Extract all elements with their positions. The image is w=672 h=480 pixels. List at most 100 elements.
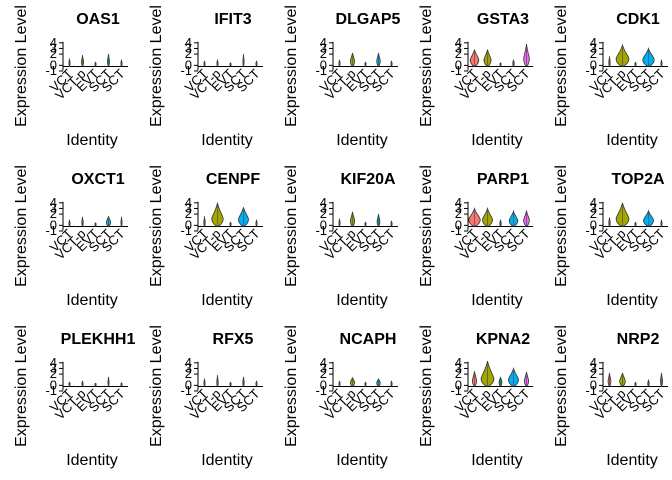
y-tick-label: -1 [450, 383, 462, 398]
x-axis-label: Identity [471, 132, 523, 149]
y-tick-label: 4 [320, 195, 327, 210]
y-tick-label: 4 [455, 195, 462, 210]
y-tick-label: -1 [315, 383, 327, 398]
y-tick-label: 4 [50, 35, 57, 50]
y-tick-label: 2 [185, 46, 192, 61]
y-tick-label: 2 [320, 366, 327, 381]
y-tick-label: 4 [185, 195, 192, 210]
panel-title: OXCT1 [71, 171, 124, 188]
y-tick-label: 4 [320, 35, 327, 50]
y-tick-label: 0 [185, 217, 192, 232]
y-tick-label: 4 [590, 195, 597, 210]
y-tick-label: -1 [45, 63, 57, 78]
y-axis-label: Expression Level [553, 165, 570, 287]
x-axis-label: Identity [606, 292, 658, 309]
y-tick-label: 3 [320, 200, 327, 215]
y-axis-label: Expression Level [13, 5, 30, 127]
y-tick-label: 3 [455, 40, 462, 55]
y-tick-label: 3 [455, 360, 462, 375]
y-tick-label: 3 [50, 40, 57, 55]
y-tick-label: -1 [180, 383, 192, 398]
y-tick-label: 3 [320, 360, 327, 375]
panel-title: KIF20A [340, 171, 396, 188]
y-tick-label: 2 [455, 46, 462, 61]
y-tick-label: 0 [320, 57, 327, 72]
y-tick-label: 0 [455, 377, 462, 392]
y-tick-label: -1 [450, 63, 462, 78]
y-tick-label: 4 [50, 355, 57, 370]
x-axis-label: Identity [336, 132, 388, 149]
y-tick-label: -1 [585, 63, 597, 78]
y-tick-label: 2 [50, 366, 57, 381]
y-tick-label: 0 [185, 57, 192, 72]
x-axis-label: Identity [336, 292, 388, 309]
x-axis-label: Identity [201, 132, 253, 149]
x-axis-label: Identity [66, 292, 118, 309]
y-tick-label: 2 [320, 206, 327, 221]
y-tick-label: 0 [590, 217, 597, 232]
y-tick-label: 2 [320, 46, 327, 61]
x-axis-label: Identity [336, 452, 388, 469]
y-tick-label: 2 [455, 366, 462, 381]
y-axis-label: Expression Level [13, 325, 30, 447]
y-tick-label: 3 [455, 200, 462, 215]
y-tick-label: 0 [590, 57, 597, 72]
y-tick-label: 2 [50, 206, 57, 221]
panel-title: NRP2 [617, 331, 660, 348]
y-tick-label: 3 [590, 360, 597, 375]
y-tick-label: 4 [50, 195, 57, 210]
x-axis-label: Identity [66, 452, 118, 469]
x-axis-label: Identity [606, 132, 658, 149]
y-tick-label: -1 [180, 63, 192, 78]
panel-title: OAS1 [76, 11, 120, 28]
y-tick-label: 0 [320, 217, 327, 232]
y-tick-label: 4 [455, 35, 462, 50]
panel-title: CENPF [206, 171, 260, 188]
panel-title: NCAPH [340, 331, 397, 348]
x-axis-label: Identity [66, 132, 118, 149]
panel-title: KPNA2 [476, 331, 530, 348]
panel-title: IFIT3 [214, 11, 251, 28]
y-tick-label: 2 [185, 366, 192, 381]
panel-title: TOP2A [611, 171, 665, 188]
y-axis-label: Expression Level [13, 165, 30, 287]
y-axis-label: Expression Level [148, 5, 165, 127]
y-axis-label: Expression Level [418, 165, 435, 287]
y-tick-label: -1 [315, 223, 327, 238]
y-tick-label: 2 [50, 46, 57, 61]
y-tick-label: -1 [45, 383, 57, 398]
y-tick-label: -1 [45, 223, 57, 238]
y-tick-label: 0 [590, 377, 597, 392]
y-tick-label: 3 [50, 200, 57, 215]
y-tick-label: 2 [590, 366, 597, 381]
y-tick-label: 3 [320, 40, 327, 55]
y-axis-label: Expression Level [283, 165, 300, 287]
panel-title: CDK1 [616, 11, 660, 28]
y-tick-label: 0 [455, 57, 462, 72]
y-tick-label: 2 [590, 206, 597, 221]
panel-title: RFX5 [213, 331, 254, 348]
y-tick-label: 3 [185, 200, 192, 215]
x-axis-label: Identity [201, 292, 253, 309]
y-tick-label: 3 [185, 360, 192, 375]
y-tick-label: 2 [590, 46, 597, 61]
y-tick-label: 4 [185, 35, 192, 50]
y-axis-label: Expression Level [148, 325, 165, 447]
x-axis-label: Identity [606, 452, 658, 469]
y-tick-label: 4 [185, 355, 192, 370]
y-tick-label: -1 [450, 223, 462, 238]
panel-title: PARP1 [477, 171, 529, 188]
y-tick-label: 4 [320, 355, 327, 370]
y-tick-label: 2 [185, 206, 192, 221]
y-axis-label: Expression Level [283, 325, 300, 447]
y-tick-label: 3 [50, 360, 57, 375]
y-axis-label: Expression Level [553, 5, 570, 127]
